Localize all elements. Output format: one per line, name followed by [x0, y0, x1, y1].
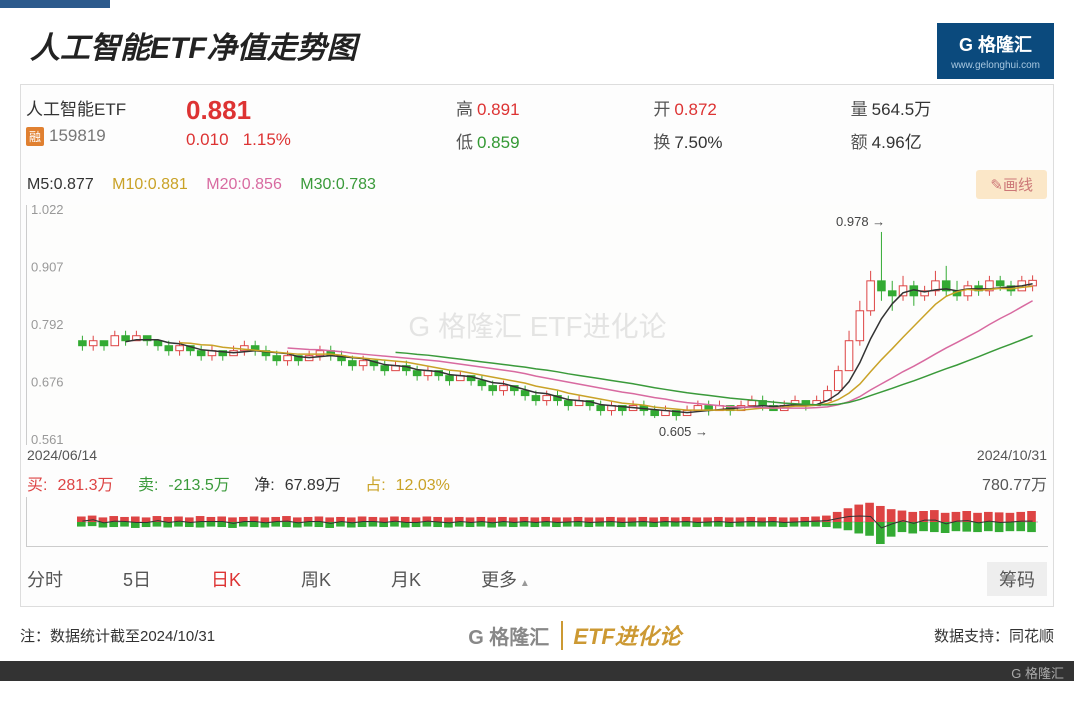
top-accent-bar — [0, 0, 110, 8]
footer-note: 注：数据统计截至2024/10/31 — [20, 625, 215, 646]
period-tab-1[interactable]: 5日 — [123, 566, 151, 592]
pct-value: 12.03% — [396, 477, 450, 494]
period-tab-0[interactable]: 分时 — [27, 566, 63, 592]
low-value: 0.859 — [477, 133, 520, 152]
stock-name: 人工智能ETF — [26, 95, 186, 120]
svg-text:0.676: 0.676 — [31, 375, 64, 390]
chart-container: 人工智能ETF 融 159819 0.881 0.010 1.15% 高0.89… — [20, 84, 1054, 607]
high-value: 0.891 — [477, 100, 520, 119]
buy-value: 281.3万 — [57, 477, 113, 494]
period-tab-2[interactable]: 日K — [211, 566, 241, 592]
margin-badge: 融 — [26, 127, 44, 146]
volume-value: 564.5万 — [872, 100, 932, 119]
capital-flow-row: 买:281.3万 卖:-213.5万 净:67.89万 占:12.03% 780… — [21, 465, 1053, 497]
price: 0.881 — [186, 95, 456, 126]
footer-source: 数据支持：同花顺 — [934, 625, 1054, 646]
stock-code: 159819 — [49, 126, 106, 146]
flow-max: 780.77万 — [982, 471, 1047, 495]
footer-etf: ETF进化论 — [573, 619, 681, 651]
svg-text:0.792: 0.792 — [31, 317, 64, 332]
open-value: 0.872 — [674, 100, 717, 119]
bottom-strip: G 格隆汇 — [0, 661, 1074, 681]
ma20: M20:0.856 — [206, 176, 282, 193]
brand-logo: G 格隆汇 www.gelonghui.com — [937, 23, 1054, 79]
period-tab-5[interactable]: 更多 ▲ — [481, 566, 530, 592]
header: 人工智能ETF净值走势图 G 格隆汇 www.gelonghui.com — [0, 8, 1074, 84]
brand-name: G 格隆汇 — [951, 31, 1040, 57]
date-end: 2024/10/31 — [977, 447, 1047, 463]
turnover-value: 7.50% — [674, 133, 722, 152]
bottom-watermark: G 格隆汇 — [1011, 663, 1064, 682]
ma-row: M5:0.877 M10:0.881 M20:0.856 M30:0.783 ✎… — [21, 166, 1053, 203]
ma10: M10:0.881 — [112, 176, 188, 193]
ma5: M5:0.877 — [27, 176, 94, 193]
page-title: 人工智能ETF净值走势图 — [30, 23, 357, 67]
sell-value: -213.5万 — [168, 477, 229, 494]
candlestick-chart[interactable]: G 格隆汇 ETF进化论 1.0220.9070.7920.6760.5610.… — [26, 205, 1048, 445]
period-tab-3[interactable]: 周K — [301, 566, 331, 592]
footer-center: G 格隆汇 ETF进化论 — [468, 619, 681, 651]
quote-panel: 人工智能ETF 融 159819 0.881 0.010 1.15% 高0.89… — [21, 85, 1053, 166]
net-value: 67.89万 — [285, 477, 341, 494]
svg-text:0.907: 0.907 — [31, 260, 64, 275]
date-start: 2024/06/14 — [27, 447, 97, 463]
chips-button[interactable]: 筹码 — [987, 562, 1047, 596]
svg-text:1.022: 1.022 — [31, 205, 64, 217]
price-change: 0.010 1.15% — [186, 130, 456, 150]
footer: 注：数据统计截至2024/10/31 G 格隆汇 ETF进化论 数据支持：同花顺 — [0, 607, 1074, 659]
draw-line-button[interactable]: ✎画线 — [976, 170, 1047, 199]
period-tab-4[interactable]: 月K — [391, 566, 421, 592]
svg-text:0.561: 0.561 — [31, 432, 64, 445]
footer-logo: G 格隆汇 — [468, 621, 563, 650]
period-tabs: 分时 5日 日K 周K 月K 更多 ▲ 筹码 — [21, 552, 1053, 606]
volume-chart[interactable] — [26, 497, 1048, 547]
ma30: M30:0.783 — [300, 176, 376, 193]
brand-url: www.gelonghui.com — [951, 60, 1040, 71]
amount-value: 4.96亿 — [872, 133, 922, 152]
date-axis: 2024/06/14 2024/10/31 — [21, 445, 1053, 465]
